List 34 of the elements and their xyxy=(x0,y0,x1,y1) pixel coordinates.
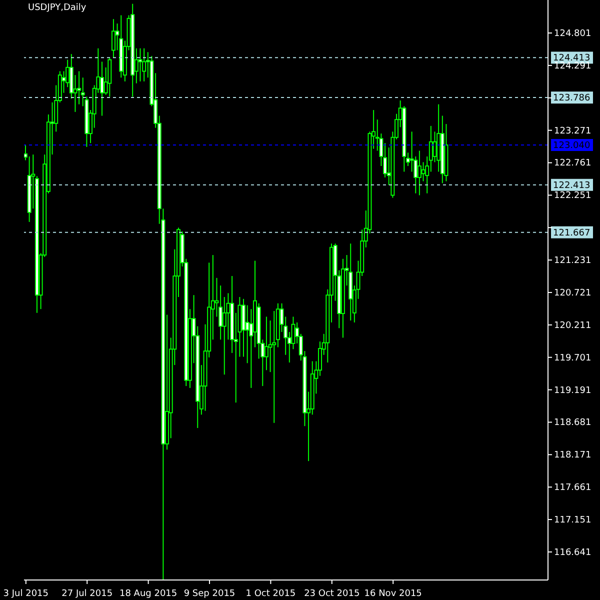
y-tick-label: 120.211 xyxy=(554,320,592,331)
y-tick-label: 120.721 xyxy=(554,288,592,298)
x-tick-label: 18 Aug 2015 xyxy=(119,589,178,599)
y-tick-label: 124.291 xyxy=(554,61,592,72)
y-tick-label: 118.171 xyxy=(554,450,592,461)
ref-line-label: 123.786 xyxy=(553,94,590,104)
y-tick-label: 117.151 xyxy=(554,516,592,526)
y-tick-label: 124.801 xyxy=(554,29,592,40)
ref-line-label: 121.667 xyxy=(553,228,590,238)
y-tick-label: 122.251 xyxy=(554,191,592,202)
candlestick xyxy=(111,18,116,58)
ref-line-label: 123.040 xyxy=(553,141,590,151)
candlestick xyxy=(138,48,142,82)
y-tick-label: 123.271 xyxy=(554,126,592,136)
ref-line-label: 122.413 xyxy=(553,180,590,191)
x-tick-label: 9 Sep 2015 xyxy=(184,589,236,599)
x-tick-label: 23 Oct 2015 xyxy=(304,589,360,599)
y-tick-label: 117.661 xyxy=(554,483,592,494)
x-tick-label: 1 Oct 2015 xyxy=(246,589,296,599)
y-tick-label: 122.761 xyxy=(554,158,592,169)
candlestick xyxy=(264,316,268,371)
chart-title: USDJPY,Daily xyxy=(28,3,86,13)
y-tick-label: 119.191 xyxy=(554,386,592,396)
y-tick-label: 118.681 xyxy=(554,418,592,428)
candlestick xyxy=(142,48,146,82)
y-tick-label: 119.701 xyxy=(554,353,592,364)
candlestick xyxy=(417,150,422,196)
candlestick xyxy=(222,296,226,376)
x-tick-label: 3 Jul 2015 xyxy=(3,589,49,599)
candlestick xyxy=(108,57,112,98)
y-tick-label: 121.231 xyxy=(554,256,592,266)
y-tick-label: 116.641 xyxy=(554,548,592,558)
x-tick-label: 16 Nov 2015 xyxy=(364,589,422,599)
x-tick-label: 27 Jul 2015 xyxy=(62,589,113,599)
